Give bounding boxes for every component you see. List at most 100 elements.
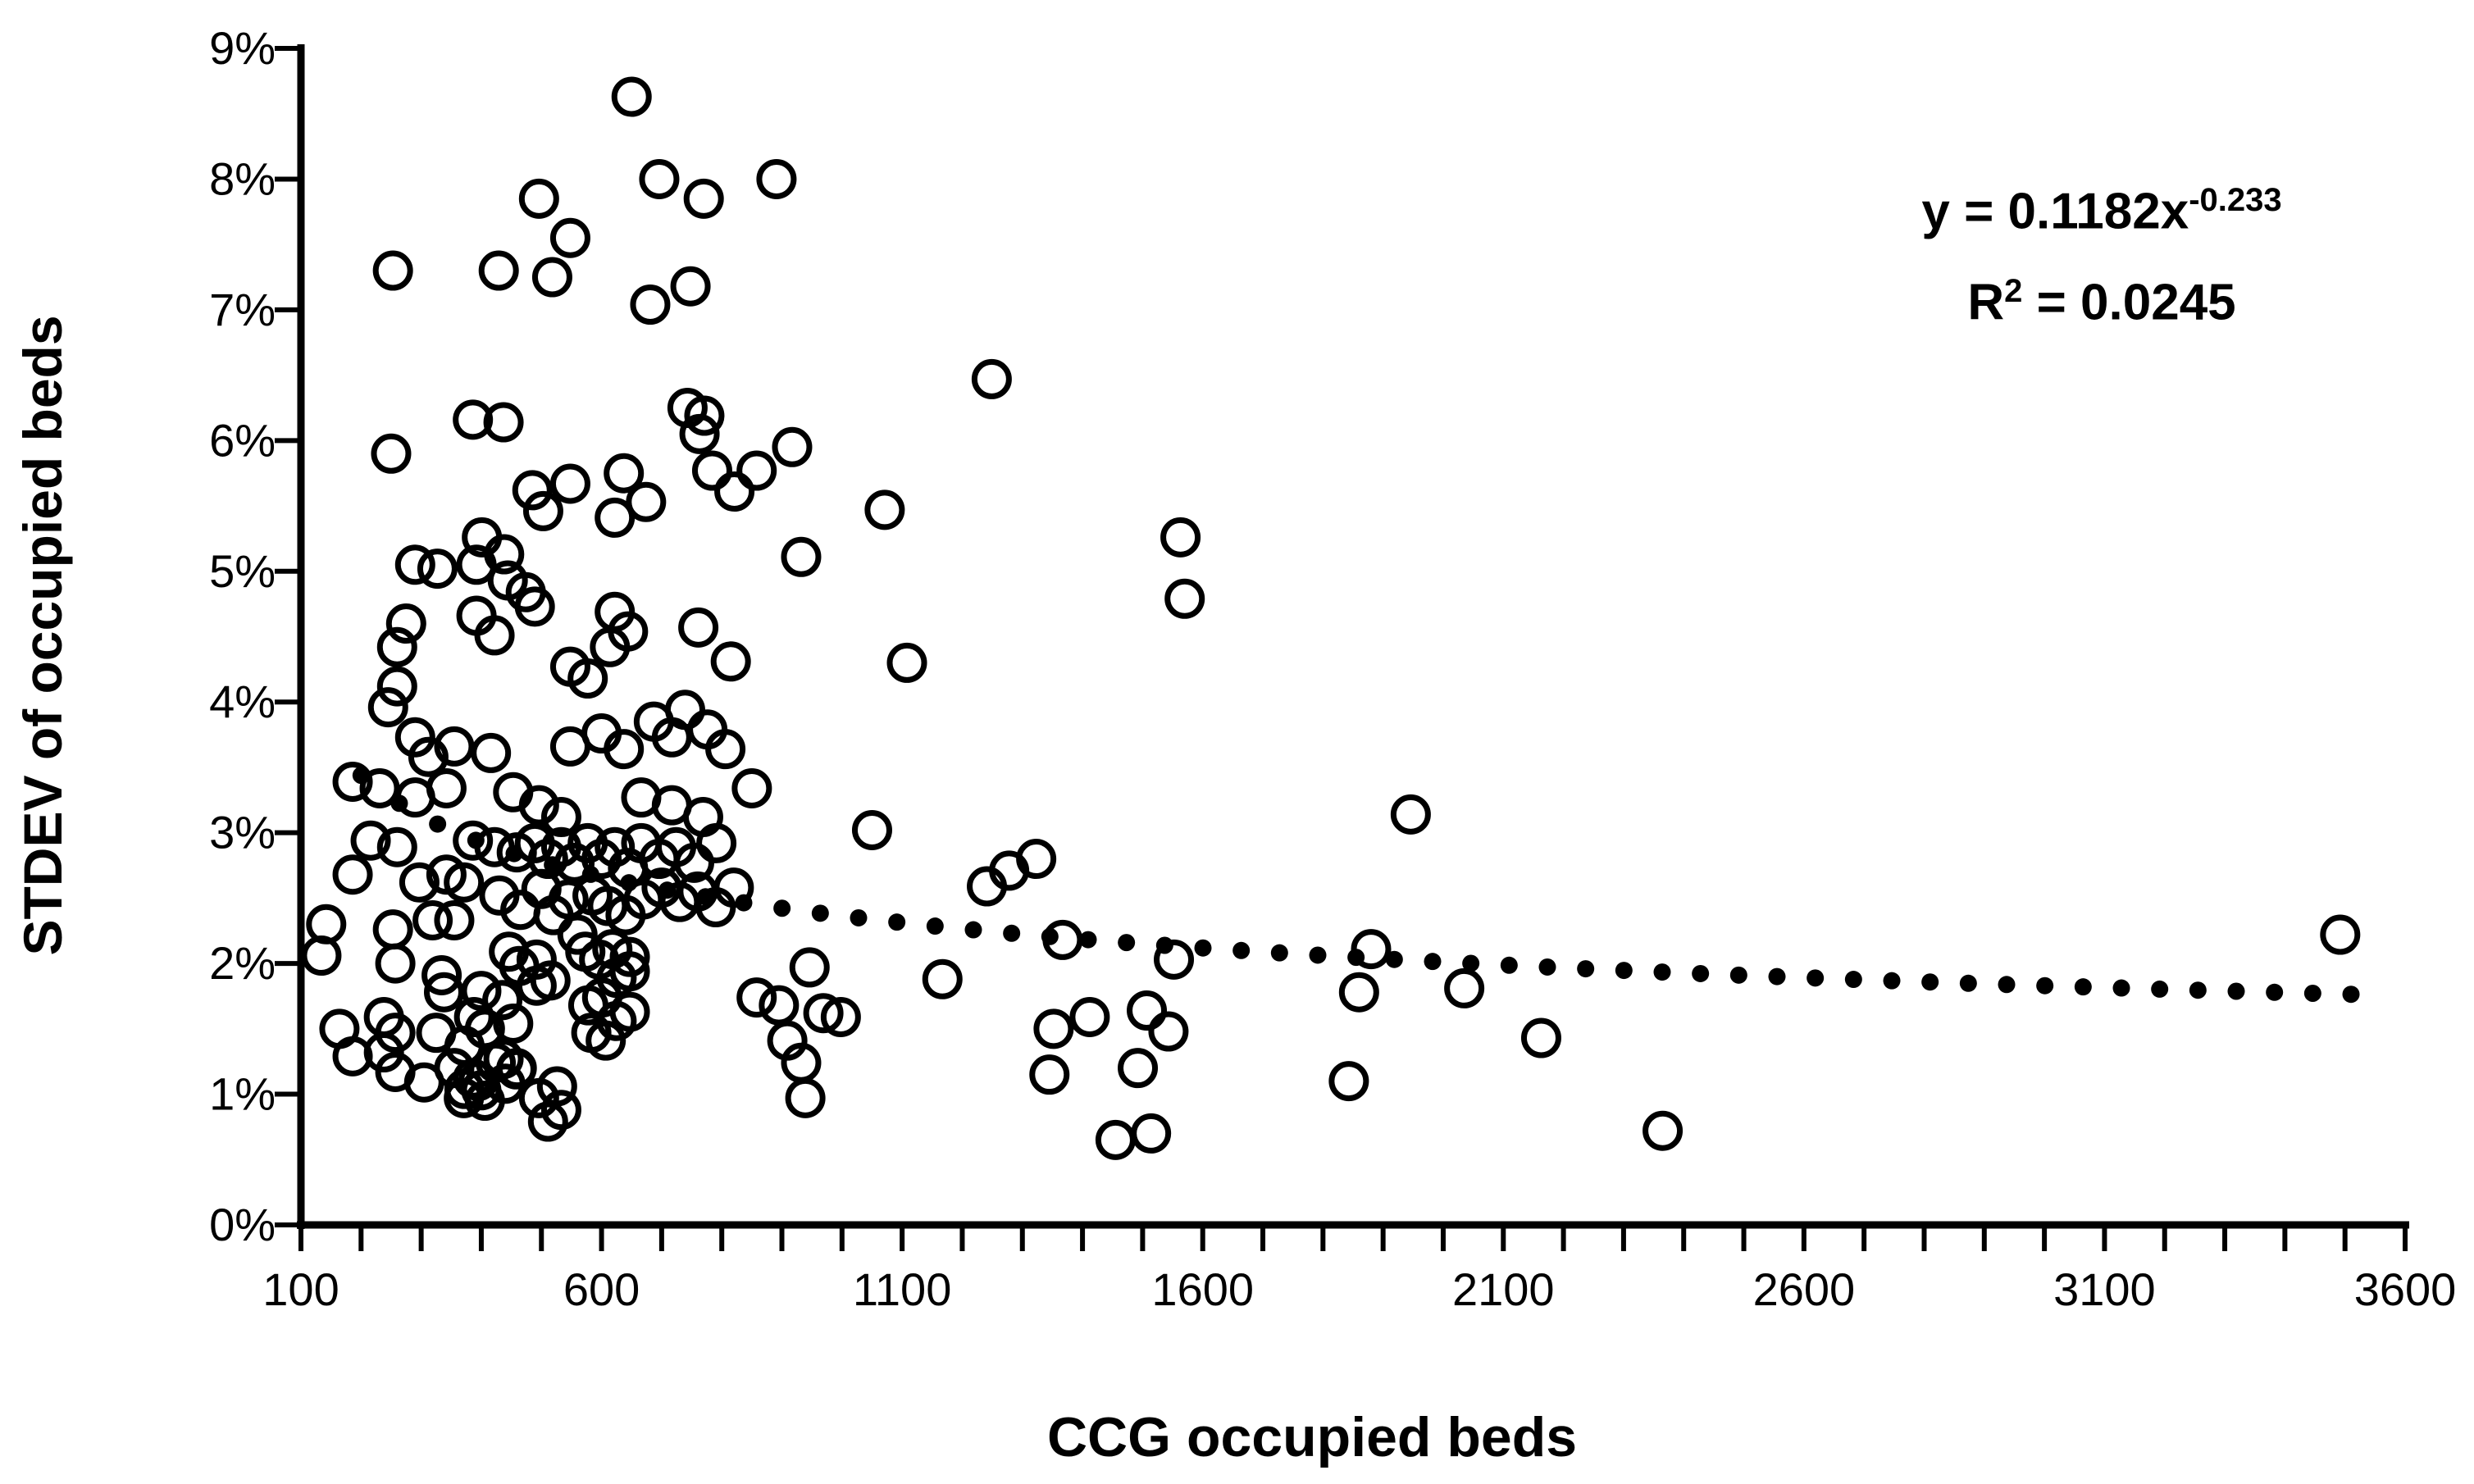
trendline-dot bbox=[1118, 934, 1136, 952]
trendline-dot bbox=[2112, 979, 2130, 997]
scatter-point bbox=[705, 729, 746, 770]
trendline-dot bbox=[1079, 931, 1097, 949]
scatter-point bbox=[493, 1003, 534, 1044]
scatter-point bbox=[679, 413, 720, 454]
trendline-dot bbox=[1538, 958, 1556, 976]
scatter-point bbox=[461, 1070, 502, 1111]
scatter-point bbox=[394, 544, 435, 585]
scatter-point bbox=[367, 687, 408, 728]
scatter-point bbox=[474, 615, 515, 656]
trendline-dot bbox=[2074, 978, 2092, 996]
scatter-point bbox=[595, 826, 636, 867]
trendline-dot bbox=[2303, 984, 2321, 1002]
scatter-point bbox=[332, 761, 373, 802]
r2-label: R bbox=[1967, 274, 2005, 331]
trendline-dot bbox=[1003, 924, 1021, 942]
equation-line1: y = 0.1182x-0.233 bbox=[1921, 161, 2281, 252]
scatter-point bbox=[590, 626, 631, 667]
scatter-point bbox=[489, 931, 530, 972]
scatter-point bbox=[789, 947, 830, 988]
trendline-dot bbox=[1424, 953, 1442, 971]
y-tick-label: 7% bbox=[209, 284, 276, 335]
scatter-point bbox=[399, 862, 440, 903]
scatter-point bbox=[683, 178, 724, 219]
trendline-dot bbox=[773, 899, 791, 917]
scatter-point bbox=[1118, 1048, 1159, 1089]
scatter-point bbox=[1351, 929, 1392, 970]
scatter-point bbox=[595, 497, 636, 538]
y-tick-label: 2% bbox=[209, 937, 276, 989]
y-tick-label: 6% bbox=[209, 414, 276, 466]
r2-value: = 0.0245 bbox=[2022, 274, 2236, 331]
scatter-point bbox=[630, 285, 671, 325]
x-tick-label: 1100 bbox=[853, 1263, 951, 1315]
scatter-point bbox=[731, 767, 772, 808]
scatter-point bbox=[412, 899, 453, 940]
scatter-point bbox=[518, 785, 559, 826]
y-tick-label: 9% bbox=[209, 22, 276, 74]
scatter-point bbox=[518, 178, 559, 219]
scatter-point bbox=[713, 867, 754, 908]
scatter-point bbox=[394, 717, 435, 758]
scatter-point bbox=[611, 76, 652, 117]
scatter-point bbox=[423, 972, 464, 1013]
scatter-point bbox=[604, 729, 645, 770]
scatter-point bbox=[971, 358, 1012, 399]
scatter-point bbox=[516, 939, 557, 980]
scatter-point bbox=[1029, 1054, 1070, 1095]
scatter-point bbox=[363, 1032, 404, 1073]
trendline-dot bbox=[2342, 986, 2360, 1004]
scatter-point bbox=[609, 991, 650, 1032]
scatter-point bbox=[1127, 990, 1168, 1031]
equation-line2: R2 = 0.0245 bbox=[1921, 252, 2281, 343]
trendline-dot bbox=[1500, 956, 1518, 974]
scatter-point bbox=[1390, 794, 1431, 835]
scatter-point bbox=[453, 399, 494, 440]
scatter-point bbox=[514, 586, 555, 627]
trendline-dot bbox=[1615, 962, 1633, 980]
scatter-point bbox=[359, 767, 400, 808]
scatter-point bbox=[678, 607, 719, 648]
y-tick-label: 1% bbox=[209, 1068, 276, 1120]
scatter-point bbox=[375, 943, 416, 984]
scatter-point bbox=[426, 767, 467, 808]
trendline-dot bbox=[1959, 974, 1977, 992]
trendline-dot bbox=[2151, 980, 2169, 998]
scatter-point bbox=[1131, 1113, 1172, 1154]
scatter-point bbox=[1148, 1011, 1189, 1052]
scatter-point bbox=[1033, 1008, 1074, 1049]
trendline-dot bbox=[1462, 954, 1480, 972]
scatter-point bbox=[421, 954, 462, 995]
trendline-dot bbox=[2036, 976, 2054, 995]
scatter-point bbox=[626, 481, 667, 522]
scatter-point bbox=[922, 958, 963, 999]
scatter-point bbox=[372, 909, 413, 950]
trendline-dot bbox=[1883, 972, 1901, 990]
y-axis-title: STDEV of occupied beds bbox=[12, 315, 73, 956]
scatter-point bbox=[2320, 914, 2361, 955]
trendline-dot bbox=[2266, 983, 2284, 1001]
x-tick-label: 2100 bbox=[1452, 1263, 1555, 1315]
scatter-point bbox=[496, 1048, 537, 1089]
trendline-dot bbox=[2189, 981, 2207, 999]
scatter-point bbox=[350, 820, 391, 861]
scatter-point bbox=[736, 977, 777, 1018]
y-tick-label: 5% bbox=[209, 545, 276, 597]
scatter-point bbox=[1444, 967, 1485, 1008]
x-tick-label: 100 bbox=[262, 1263, 339, 1315]
scatter-point bbox=[696, 822, 737, 863]
trendline-dot bbox=[1921, 973, 1939, 991]
trendline-dot bbox=[811, 904, 829, 922]
equation-text: y = 0.1182x bbox=[1921, 183, 2189, 240]
scatter-point bbox=[736, 450, 777, 491]
trendline-dot bbox=[2227, 982, 2245, 1000]
scatter-point bbox=[548, 879, 589, 920]
scatter-point bbox=[549, 463, 590, 504]
scatter-point bbox=[434, 726, 475, 767]
equation-exponent: -0.233 bbox=[2189, 182, 2282, 218]
scatter-point bbox=[1016, 839, 1057, 880]
y-tick-label: 3% bbox=[209, 807, 276, 858]
trendline-dot bbox=[888, 913, 906, 931]
scatter-point bbox=[549, 217, 590, 258]
